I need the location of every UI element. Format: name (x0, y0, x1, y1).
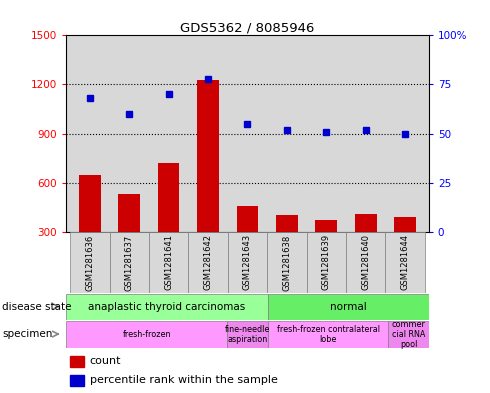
Text: GSM1281637: GSM1281637 (125, 234, 134, 290)
Bar (119, 194, 140, 281)
Text: GSM1281639: GSM1281639 (322, 234, 331, 290)
Bar (197, 79, 219, 281)
Bar (158, 163, 179, 281)
Text: GSM1281638: GSM1281638 (282, 234, 292, 290)
Bar (268, 321, 389, 348)
Bar (228, 232, 267, 293)
Bar (268, 294, 429, 320)
Text: GSM1281636: GSM1281636 (85, 234, 94, 290)
Bar (66, 294, 268, 320)
Bar (355, 214, 376, 281)
Bar (70, 232, 109, 293)
Text: commer
cial RNA
pool: commer cial RNA pool (392, 320, 425, 349)
Bar (386, 232, 425, 293)
Bar (79, 174, 100, 281)
Bar (227, 321, 268, 348)
Bar (307, 232, 346, 293)
Text: GSM1281641: GSM1281641 (164, 234, 173, 290)
Bar (237, 206, 258, 281)
Text: GSM1281643: GSM1281643 (243, 234, 252, 290)
Title: GDS5362 / 8085946: GDS5362 / 8085946 (180, 21, 315, 34)
Bar (346, 232, 386, 293)
Text: specimen: specimen (2, 329, 53, 339)
Bar (70, 356, 84, 367)
Text: fine-needle
aspiration: fine-needle aspiration (225, 325, 270, 344)
Bar (149, 232, 188, 293)
Text: count: count (90, 356, 121, 366)
Bar (389, 321, 429, 348)
Text: normal: normal (330, 302, 367, 312)
Bar (70, 375, 84, 386)
Bar (188, 232, 228, 293)
Text: fresh-frozen contralateral
lobe: fresh-frozen contralateral lobe (276, 325, 380, 344)
Text: disease state: disease state (2, 301, 72, 312)
Bar (109, 232, 149, 293)
Text: fresh-frozen: fresh-frozen (122, 330, 171, 339)
Text: percentile rank within the sample: percentile rank within the sample (90, 375, 278, 385)
Bar (66, 321, 227, 348)
Bar (267, 232, 307, 293)
Bar (276, 215, 298, 281)
Text: GSM1281642: GSM1281642 (203, 234, 213, 290)
Text: GSM1281644: GSM1281644 (401, 234, 410, 290)
Bar (394, 217, 416, 281)
Text: GSM1281640: GSM1281640 (361, 234, 370, 290)
Bar (316, 220, 337, 281)
Text: anaplastic thyroid carcinomas: anaplastic thyroid carcinomas (88, 302, 245, 312)
